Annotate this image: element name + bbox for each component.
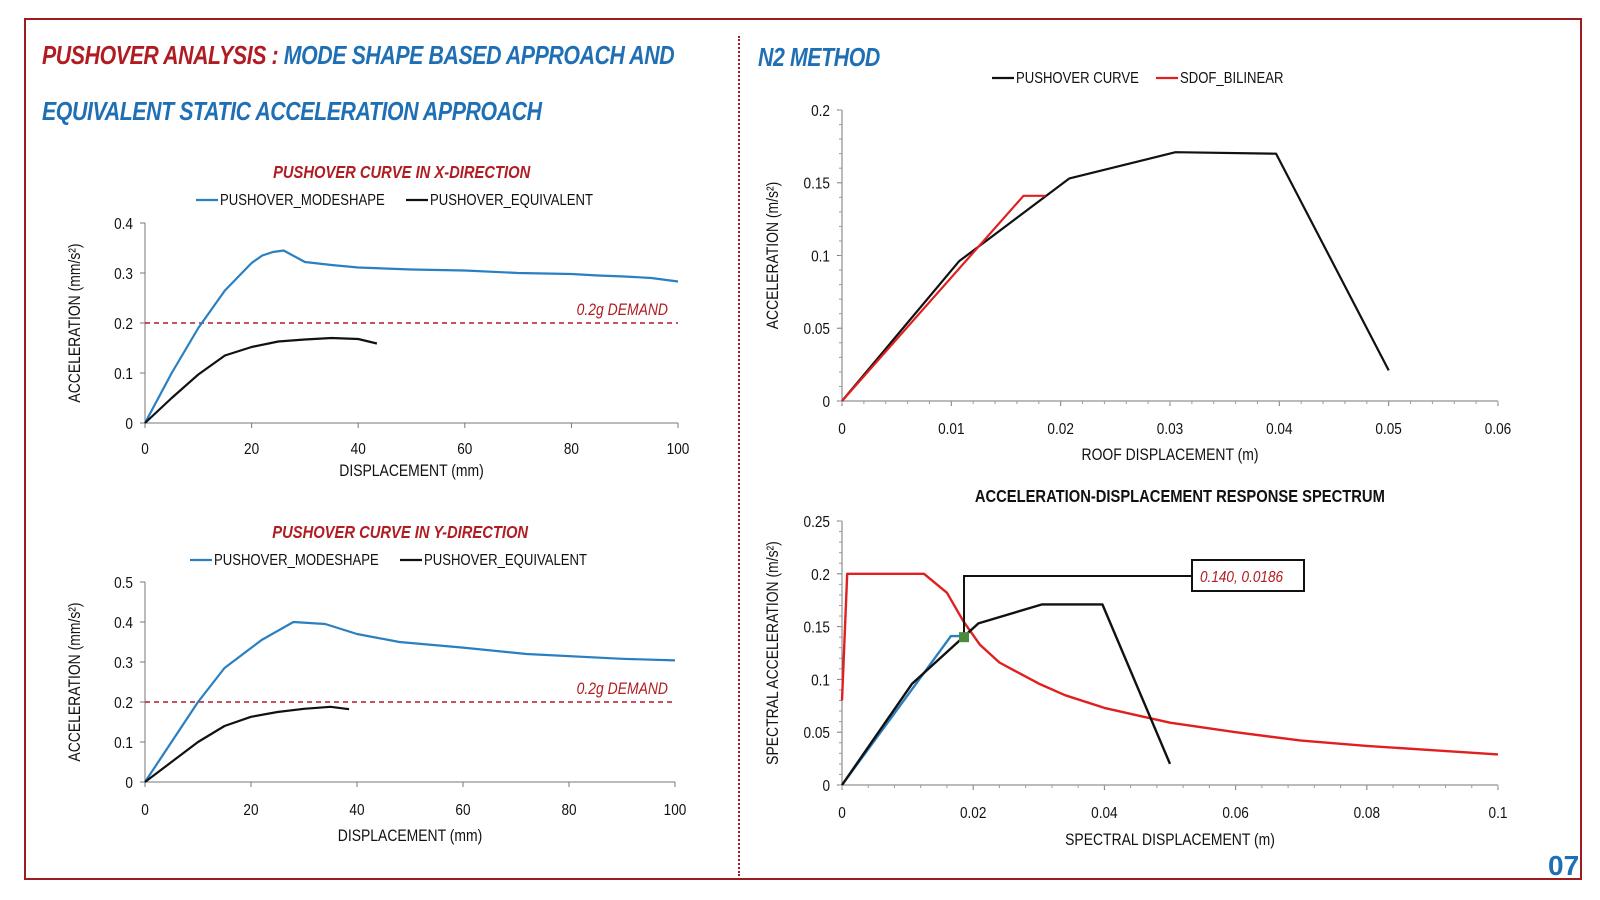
y-tick-label: 0.1 [114,366,133,383]
x-tick-label: 20 [244,441,259,458]
y-tick-label: 0.3 [114,266,133,283]
y-axis-label: SPECTRAL ACCELERATION (m/s²) [764,541,783,765]
series-line-pushover-curve [841,151,1390,402]
y-tick-label: 0.25 [804,514,830,531]
performance-point-label: 0.140, 0.0186 [1200,569,1284,586]
legend-label: SDOF_BILINEAR [1180,70,1284,87]
section-divider [738,36,740,876]
y-tick-label: 0 [125,775,133,792]
chart-title: PUSHOVER CURVE IN X-DIRECTION [273,163,531,183]
x-tick-label: 0.04 [1091,805,1117,822]
x-tick-label: 60 [457,441,472,458]
page-number: 07 [1548,850,1580,881]
x-tick-label: 0.02 [960,805,986,822]
y-axis-label: ACCELERATION (mm/s²) [66,602,85,761]
x-tick-label: 0.06 [1222,805,1248,822]
series-line-curve-0 [840,572,1499,756]
series-line-pushover-modeshape [144,620,676,783]
y-tick-label: 0.2 [811,103,830,120]
x-tick-label: 40 [351,441,366,458]
series-line-pushover-equivalent [144,705,350,783]
callout-leader-line [963,575,1192,638]
y-axis-label: ACCELERATION (mm/s²) [66,243,85,402]
x-tick-label: 80 [561,802,576,819]
callout-box [1191,559,1305,592]
legend-label: PUSHOVER_MODESHAPE [220,192,385,209]
y-tick-label: 0.2 [114,316,133,333]
x-tick-label: 20 [243,802,258,819]
page-title-line-2: EQUIVALENT STATIC ACCELERATION APPROACH [42,96,542,126]
x-tick-label: 0.1 [1489,805,1508,822]
y-tick-label: 0.3 [114,655,133,672]
series-line-pushover-equivalent [144,336,378,424]
x-tick-label: 0.01 [938,421,964,438]
legend-label: PUSHOVER_EQUIVALENT [430,192,593,209]
x-tick-label: 0 [838,421,846,438]
y-tick-label: 0.2 [811,567,830,584]
legend-label: PUSHOVER CURVE [1016,70,1139,87]
y-axis-label: ACCELERATION (m/s²) [764,182,783,330]
title-red-part: PUSHOVER ANALYSIS : [42,40,279,70]
chart-title: ACCELERATION-DISPLACEMENT RESPONSE SPECT… [975,487,1385,507]
x-tick-label: 0.06 [1485,421,1511,438]
series-line-curve-1 [841,634,964,786]
y-tick-label: 0 [125,416,133,433]
series-line-curve-2 [841,603,1172,786]
x-tick-label: 100 [667,441,690,458]
legend-label: PUSHOVER_MODESHAPE [214,552,379,569]
x-tick-label: 60 [455,802,470,819]
y-tick-label: 0.1 [114,735,133,752]
x-axis-label: DISPLACEMENT (mm) [339,462,483,481]
y-tick-label: 0.15 [804,176,830,193]
series-line-sdof-bilinear [841,194,1046,402]
x-tick-label: 0 [838,805,846,822]
x-tick-label: 0.04 [1266,421,1292,438]
x-tick-label: 80 [564,441,579,458]
demand-reference-label: 0.2g DEMAND [577,301,668,320]
demand-reference-label: 0.2g DEMAND [577,680,668,699]
x-axis-label: SPECTRAL DISPLACEMENT (m) [1065,831,1275,850]
title-blue-part: MODE SHAPE BASED APPROACH AND [283,40,675,70]
x-tick-label: 0.03 [1157,421,1183,438]
legend-label: PUSHOVER_EQUIVALENT [424,552,587,569]
chart-title: PUSHOVER CURVE IN Y-DIRECTION [272,523,529,543]
performance-point-marker [959,632,970,643]
y-tick-label: 0.05 [804,321,830,338]
x-axis-label: DISPLACEMENT (mm) [338,827,482,846]
x-tick-label: 0 [141,441,149,458]
x-tick-label: 0 [141,802,149,819]
page-title-line-1: PUSHOVER ANALYSIS : MODE SHAPE BASED APP… [42,40,675,71]
y-tick-label: 0.1 [811,249,830,266]
x-tick-label: 0.08 [1354,805,1380,822]
slide-frame [24,18,1582,880]
x-tick-label: 40 [349,802,364,819]
y-tick-label: 0.15 [804,620,830,637]
y-tick-label: 0.2 [114,695,133,712]
x-tick-label: 0.05 [1375,421,1401,438]
y-tick-label: 0.05 [804,725,830,742]
y-tick-label: 0.5 [114,575,133,592]
x-axis-label: ROOF DISPLACEMENT (m) [1082,446,1259,465]
series-line-pushover-modeshape [144,249,679,424]
n2-method-title: N2 METHOD [758,42,880,72]
y-tick-label: 0 [822,394,830,411]
y-tick-label: 0.4 [114,216,133,233]
x-tick-label: 100 [664,802,687,819]
y-tick-label: 0.4 [114,615,133,632]
y-tick-label: 0.1 [811,672,830,689]
x-tick-label: 0.02 [1047,421,1073,438]
y-tick-label: 0 [822,778,830,795]
